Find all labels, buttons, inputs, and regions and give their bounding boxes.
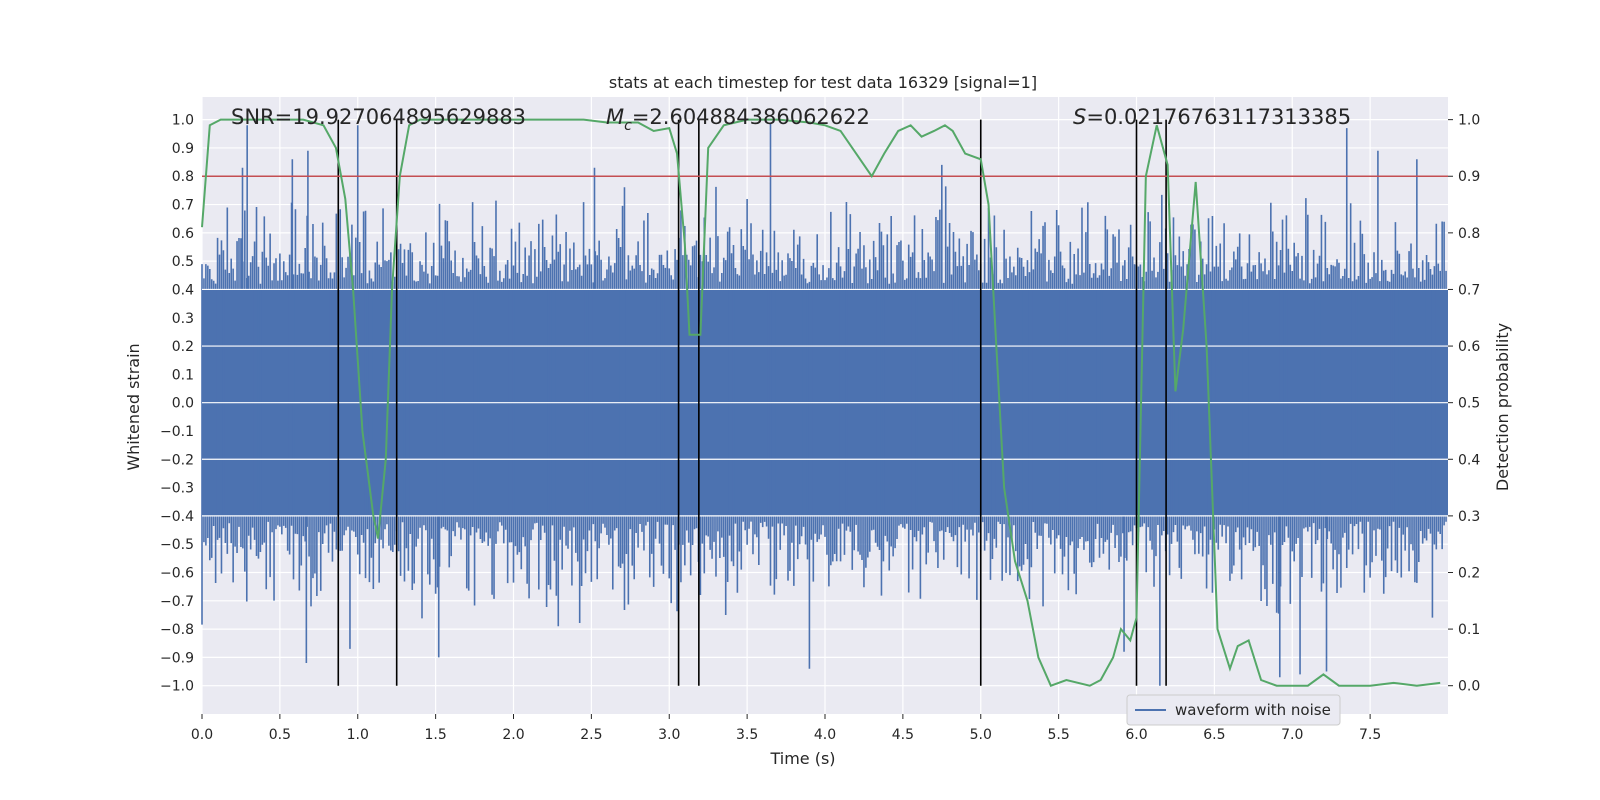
y-left-tick-label: 0.1 <box>172 367 194 383</box>
waveform-series <box>201 122 1448 686</box>
x-tick-label: 3.5 <box>736 727 758 743</box>
annotation-chirp-mass: Mc=2.604884386062622 <box>606 105 870 134</box>
x-tick-label: 1.0 <box>347 727 369 743</box>
x-tick-label: 0.5 <box>269 727 291 743</box>
x-tick-label: 3.0 <box>658 727 680 743</box>
x-tick-label: 2.0 <box>502 727 524 743</box>
y-left-tick-label: 0.0 <box>172 396 194 412</box>
y-left-tick-label: 1.0 <box>172 113 194 129</box>
y-right-tick-label: 0.6 <box>1458 339 1480 355</box>
annotation-chirp-mass-symbol: M <box>606 105 624 129</box>
y-axis-right-label: Detection probability <box>1493 323 1512 491</box>
y-left-tick-label: −0.8 <box>160 622 194 638</box>
x-tick-label: 5.0 <box>970 727 992 743</box>
legend: waveform with noise <box>1126 694 1341 726</box>
y-left-tick-label: 0.4 <box>172 282 194 298</box>
y-right-tick-label: 1.0 <box>1458 113 1480 129</box>
annotation-snr: SNR=19.927064895629883 <box>231 105 526 129</box>
y-right-tick-label: 0.4 <box>1458 452 1480 468</box>
x-tick-label: 4.5 <box>892 727 914 743</box>
x-tick-label: 6.5 <box>1203 727 1225 743</box>
y-left-tick-label: −1.0 <box>160 679 194 695</box>
x-tick-label: 7.5 <box>1359 727 1381 743</box>
y-left-tick-label: 0.7 <box>172 198 194 214</box>
x-tick-label: 7.0 <box>1281 727 1303 743</box>
y-left-tick-label: −0.5 <box>160 537 194 553</box>
y-right-tick-label: 0.8 <box>1458 226 1480 242</box>
y-left-tick-label: 0.3 <box>172 311 194 327</box>
y-right-tick-label: 0.3 <box>1458 509 1480 525</box>
annotation-spin-value: =0.021767631173133​85 <box>1086 105 1351 129</box>
y-left-tick-label: −0.3 <box>160 481 194 497</box>
y-right-tick-label: 0.7 <box>1458 282 1480 298</box>
legend-box <box>1126 694 1341 726</box>
detection-probability-line <box>201 118 1441 687</box>
annotation-spin: S=0.021767631173133​85 <box>1073 105 1351 129</box>
x-tick-label: 6.0 <box>1125 727 1147 743</box>
annotation-chirp-mass-subscript: c <box>624 118 632 134</box>
annotation-spin-symbol: S <box>1073 105 1086 129</box>
x-tick-label: 4.0 <box>814 727 836 743</box>
y-right-tick-label: 0.5 <box>1458 396 1480 412</box>
y-left-tick-label: −0.2 <box>160 452 194 468</box>
legend-label-waveform: waveform with noise <box>1175 701 1331 719</box>
y-left-tick-label: 0.2 <box>172 339 194 355</box>
y-axis-left-ticks: 1.0 0.9 0.8 0.7 0.6 0.5 0.4 0.3 0.2 0.1 0.0 −0.1 −0.… <box>160 113 194 695</box>
x-tick-label: 2.5 <box>580 727 602 743</box>
y-right-tick-label: 0.2 <box>1458 565 1480 581</box>
y-left-tick-label: −0.7 <box>160 594 194 610</box>
x-axis-ticks: 0.0 0.5 1.0 1.5 2.0 2.5 3.0 3.5 4.0 4.5 5.0 5.5 6.0 6… <box>191 714 1381 743</box>
y-left-tick-label: 0.6 <box>172 226 194 242</box>
y-left-tick-label: −0.1 <box>160 424 194 440</box>
x-tick-label: 1.5 <box>424 727 446 743</box>
annotation-chirp-mass-value: =2.604884386062622 <box>632 105 870 129</box>
y-right-tick-label: 0.9 <box>1458 169 1480 185</box>
y-right-tick-label: 0.1 <box>1458 622 1480 638</box>
y-left-tick-label: −0.9 <box>160 650 194 666</box>
chart-title: stats at each timestep for test data 163… <box>609 73 1037 92</box>
waveform-trace <box>201 122 1447 686</box>
y-left-tick-label: −0.4 <box>160 509 194 525</box>
y-left-tick-label: −0.6 <box>160 565 194 581</box>
y-axis-left-label: Whitened strain <box>124 343 143 470</box>
x-axis-label: Time (s) <box>769 749 835 768</box>
y-left-tick-label: 0.5 <box>172 254 194 270</box>
y-right-tick-label: 0.0 <box>1458 679 1480 695</box>
x-tick-label: 5.5 <box>1047 727 1069 743</box>
x-tick-label: 0.0 <box>191 727 213 743</box>
y-left-tick-label: 0.8 <box>172 169 194 185</box>
y-axis-right-ticks: 1.0 0.9 0.8 0.7 0.6 0.5 0.4 0.3 0.2 0.1 0.0 <box>1448 113 1480 695</box>
y-left-tick-label: 0.9 <box>172 141 194 157</box>
